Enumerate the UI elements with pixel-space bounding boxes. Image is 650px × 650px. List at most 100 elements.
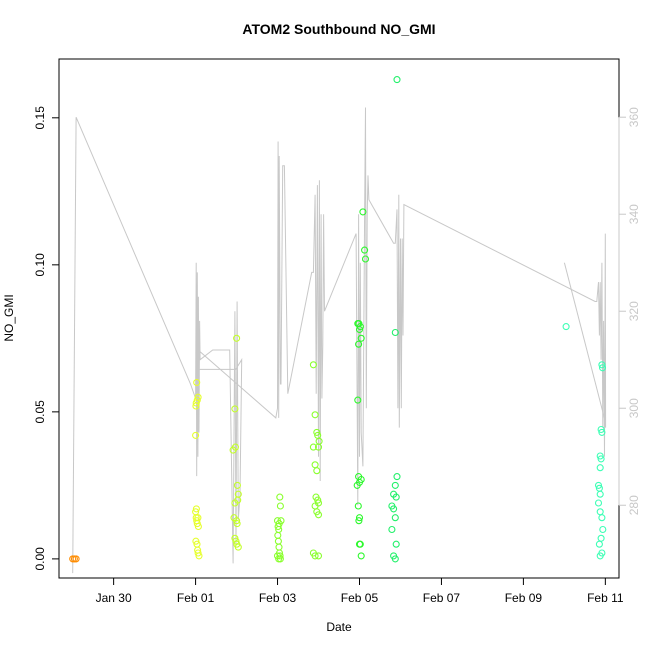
- data-point: [596, 490, 604, 498]
- data-point: [393, 76, 401, 84]
- data-point: [233, 481, 241, 489]
- data-point: [232, 537, 240, 545]
- data-point: [597, 455, 605, 463]
- x-axis-label: Date: [326, 620, 352, 634]
- y2-tick-label: 360: [627, 107, 641, 127]
- data-point: [598, 428, 606, 436]
- data-point: [391, 328, 399, 337]
- data-point: [356, 323, 364, 331]
- data-point: [193, 378, 201, 387]
- data-point: [231, 499, 239, 507]
- data-point: [195, 552, 203, 560]
- data-point: [354, 502, 362, 510]
- data-point: [361, 255, 370, 263]
- data-point: [72, 555, 80, 563]
- data-point: [597, 534, 605, 542]
- data-point: [357, 334, 365, 342]
- data-point: [355, 325, 364, 334]
- y2-tick-label: 280: [627, 495, 641, 515]
- x-tick-label: Feb 05: [341, 591, 379, 605]
- data-point: [391, 555, 399, 563]
- data-point: [353, 481, 361, 489]
- data-point: [393, 473, 401, 481]
- x-tick-label: Feb 11: [587, 591, 624, 605]
- data-point: [194, 522, 202, 531]
- data-point: [596, 452, 604, 460]
- data-point: [595, 540, 603, 548]
- data-point: [192, 537, 200, 545]
- data-point: [275, 543, 283, 551]
- y2-series-line: [72, 107, 607, 574]
- y2-tick-label: 340: [627, 204, 641, 224]
- y2-tick-label: 300: [627, 398, 641, 418]
- data-point: [309, 443, 317, 451]
- data-point: [309, 361, 317, 369]
- x-tick-label: Feb 07: [423, 591, 461, 605]
- data-point: [276, 502, 284, 510]
- data-point: [596, 464, 604, 472]
- x-axis: Jan 30 Feb 01 Feb 03 Feb 05 Feb 07 Feb 09 Feb …: [96, 578, 624, 605]
- data-point: [594, 481, 603, 489]
- data-point: [355, 517, 363, 525]
- data-point: [233, 517, 241, 525]
- y-tick-label: 0.10: [33, 253, 47, 277]
- scatter-points-layer: [69, 76, 607, 563]
- data-point: [274, 537, 282, 545]
- data-point: [562, 323, 570, 331]
- y-tick-label: 0.15: [33, 106, 47, 130]
- data-point: [392, 493, 400, 501]
- data-point: [391, 514, 399, 522]
- x-tick-label: Feb 03: [259, 591, 297, 605]
- data-point: [233, 520, 241, 528]
- data-point: [311, 411, 319, 419]
- data-point: [192, 505, 200, 513]
- data-point: [231, 443, 239, 451]
- data-point: [356, 540, 364, 548]
- data-point: [276, 493, 284, 501]
- chart-title: ATOM2 Southbound NO_GMI: [242, 21, 435, 37]
- data-point: [357, 475, 365, 484]
- data-point: [315, 437, 323, 445]
- data-point: [194, 514, 202, 522]
- data-point: [357, 552, 365, 560]
- data-point: [390, 505, 398, 513]
- y-tick-label: 0.00: [33, 547, 47, 571]
- data-point: [234, 543, 242, 551]
- data-point: [194, 393, 202, 401]
- data-point: [594, 499, 603, 507]
- data-point: [276, 555, 284, 563]
- y2-axis: 280 300 320 340 360: [618, 107, 641, 515]
- x-tick-label: Jan 30: [96, 591, 132, 605]
- data-point: [313, 467, 321, 475]
- data-point: [596, 552, 604, 560]
- data-point: [314, 496, 322, 504]
- data-point: [192, 431, 200, 439]
- data-point: [392, 540, 400, 548]
- x-tick-label: Feb 09: [505, 591, 543, 605]
- data-point: [359, 208, 367, 216]
- data-point: [355, 340, 363, 348]
- data-point: [391, 481, 399, 489]
- data-point: [193, 396, 201, 404]
- data-point: [355, 514, 364, 522]
- data-point: [314, 511, 323, 519]
- data-point: [598, 361, 606, 369]
- plot-frame: [58, 58, 620, 579]
- data-point: [313, 428, 321, 436]
- x-tick-label: Feb 01: [177, 591, 215, 605]
- data-point: [388, 525, 396, 534]
- data-point: [599, 525, 607, 534]
- data-point: [231, 405, 239, 413]
- data-point: [354, 396, 362, 404]
- data-point: [361, 246, 369, 254]
- data-point: [277, 517, 285, 525]
- data-point: [597, 425, 605, 434]
- y2-series-segment: [563, 262, 607, 423]
- data-point: [314, 552, 323, 560]
- y2-tick-label: 320: [627, 301, 641, 321]
- data-point: [598, 514, 606, 522]
- data-point: [311, 552, 319, 560]
- data-point: [596, 508, 604, 516]
- y-tick-label: 0.05: [33, 400, 47, 424]
